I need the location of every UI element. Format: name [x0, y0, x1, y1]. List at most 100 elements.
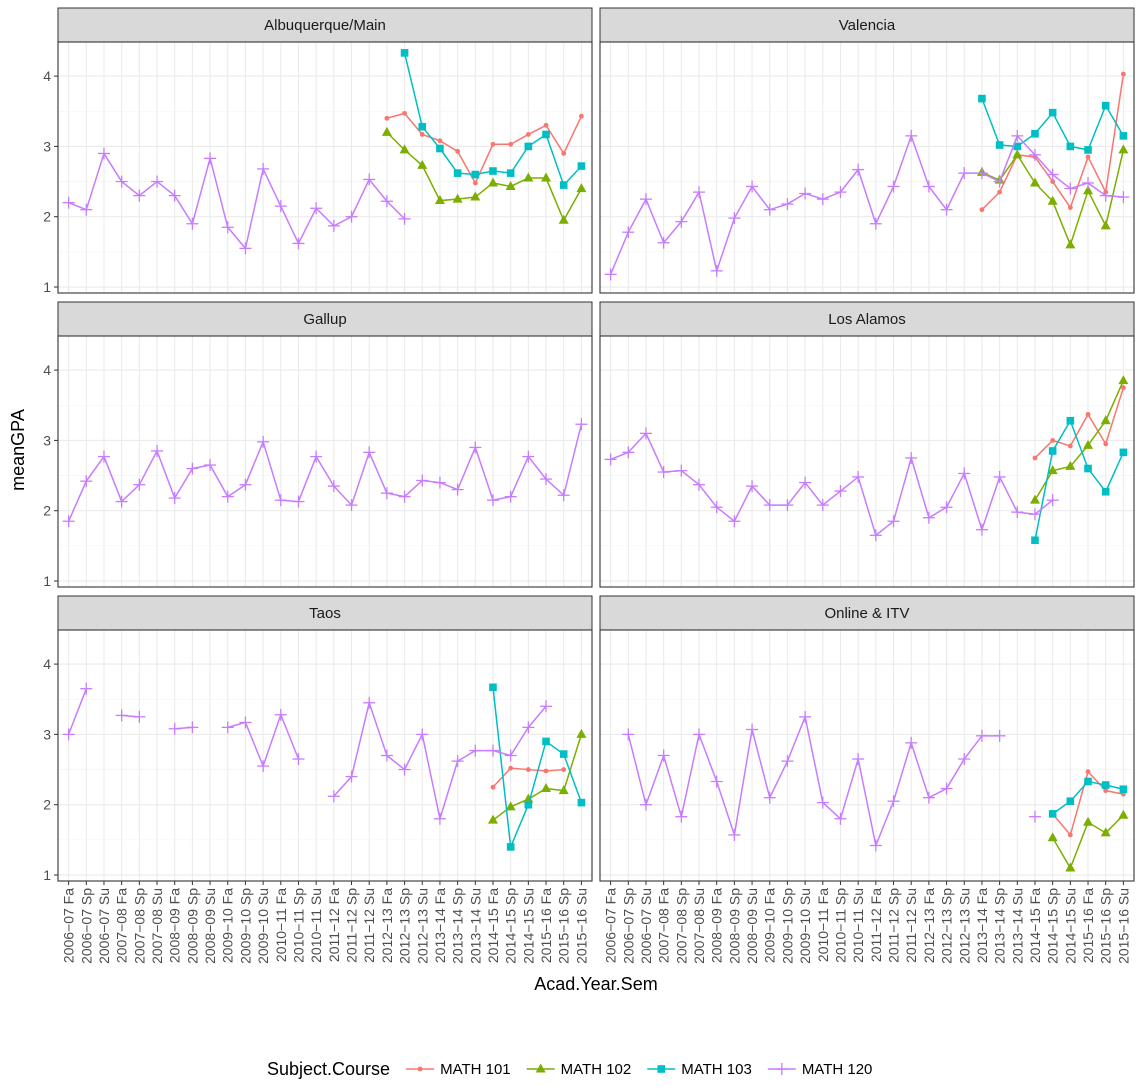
point: [327, 790, 340, 803]
x-tick-label: 2006−07 Su: [96, 888, 112, 964]
point: [542, 130, 550, 139]
point: [1048, 810, 1057, 818]
point: [1103, 441, 1109, 447]
point: [398, 490, 411, 503]
point: [541, 172, 552, 182]
point: [522, 450, 535, 463]
point: [763, 499, 776, 512]
point: [506, 169, 515, 177]
x-tick-label: 2007−08 Sp: [673, 888, 689, 964]
point: [1101, 781, 1110, 789]
x-tick-label: 2006−07 Fa: [603, 888, 619, 963]
series-line: [386, 112, 583, 185]
point: [133, 478, 146, 491]
point: [168, 492, 181, 505]
point: [433, 812, 446, 825]
point: [887, 795, 900, 808]
point: [657, 749, 670, 762]
point: [451, 755, 464, 768]
x-tick-label: 2007−08 Fa: [114, 888, 130, 963]
point: [1119, 132, 1128, 140]
y-tick-label: 3: [43, 138, 51, 154]
point: [542, 737, 550, 746]
point: [221, 221, 234, 234]
point: [622, 728, 635, 741]
point: [576, 728, 587, 738]
point: [292, 237, 305, 250]
point: [168, 722, 181, 735]
point: [486, 744, 499, 757]
point: [577, 162, 586, 170]
point: [578, 113, 584, 119]
x-tick-label: 2007−08 Su: [149, 888, 165, 964]
x-tick-label: 2010−11 Sp: [290, 888, 306, 963]
point: [975, 729, 988, 742]
point: [657, 236, 670, 249]
point: [905, 451, 918, 464]
point: [1013, 142, 1022, 151]
point: [834, 812, 847, 825]
point: [1064, 182, 1077, 195]
point: [292, 753, 305, 766]
point: [433, 476, 446, 489]
point: [1031, 536, 1039, 545]
y-tick-label: 2: [43, 797, 51, 813]
x-tick-label: 2014−15 Sp: [503, 888, 519, 964]
point: [1099, 189, 1112, 202]
legend-label: MATH 101: [440, 1061, 511, 1078]
y-tick-label: 2: [43, 209, 51, 225]
point: [472, 180, 478, 186]
point: [799, 187, 812, 200]
point: [62, 728, 75, 741]
point: [1100, 220, 1111, 230]
x-tick-label: 2015−16 Fa: [1080, 888, 1096, 963]
point: [506, 843, 515, 851]
point: [693, 186, 706, 199]
point: [799, 710, 812, 723]
point: [576, 183, 587, 193]
point: [1100, 827, 1111, 837]
x-tick-label: 2009−10 Fa: [762, 888, 778, 963]
point: [852, 753, 865, 766]
point: [257, 760, 270, 773]
point: [489, 683, 497, 692]
point: [402, 110, 407, 116]
x-tick-label: 2011−12 Sp: [886, 888, 902, 963]
point: [487, 814, 498, 824]
point: [1046, 494, 1059, 507]
point: [417, 159, 428, 169]
series-line: [386, 131, 583, 222]
point: [523, 172, 534, 182]
x-tick-label: 2006−07 Fa: [61, 888, 77, 963]
point: [398, 763, 411, 776]
point: [657, 466, 670, 479]
point: [469, 744, 482, 757]
point: [239, 242, 252, 255]
point: [504, 490, 517, 503]
y-tick-label: 4: [43, 362, 51, 378]
x-tick-label: 2011−12 Su: [903, 888, 919, 963]
point: [1083, 185, 1094, 195]
point: [816, 796, 829, 809]
point: [204, 459, 217, 472]
point: [1029, 177, 1040, 187]
x-tick-label: 2011−12 Fa: [868, 888, 884, 962]
point: [1050, 438, 1056, 443]
point: [327, 219, 340, 232]
point: [97, 147, 110, 160]
point: [486, 494, 499, 507]
x-tick-label: 2006−07 Sp: [78, 888, 94, 964]
point: [115, 709, 128, 722]
series-line: [1034, 387, 1125, 459]
point: [1118, 375, 1129, 385]
point: [416, 728, 429, 741]
point: [781, 755, 794, 768]
x-tick-label: 2008−09 Fa: [709, 888, 725, 963]
point: [400, 49, 409, 57]
series-line: [627, 714, 1000, 849]
series-line: [68, 151, 406, 251]
point: [1083, 816, 1094, 826]
strip: [57, 7, 593, 43]
point: [834, 485, 847, 498]
point: [525, 767, 531, 772]
